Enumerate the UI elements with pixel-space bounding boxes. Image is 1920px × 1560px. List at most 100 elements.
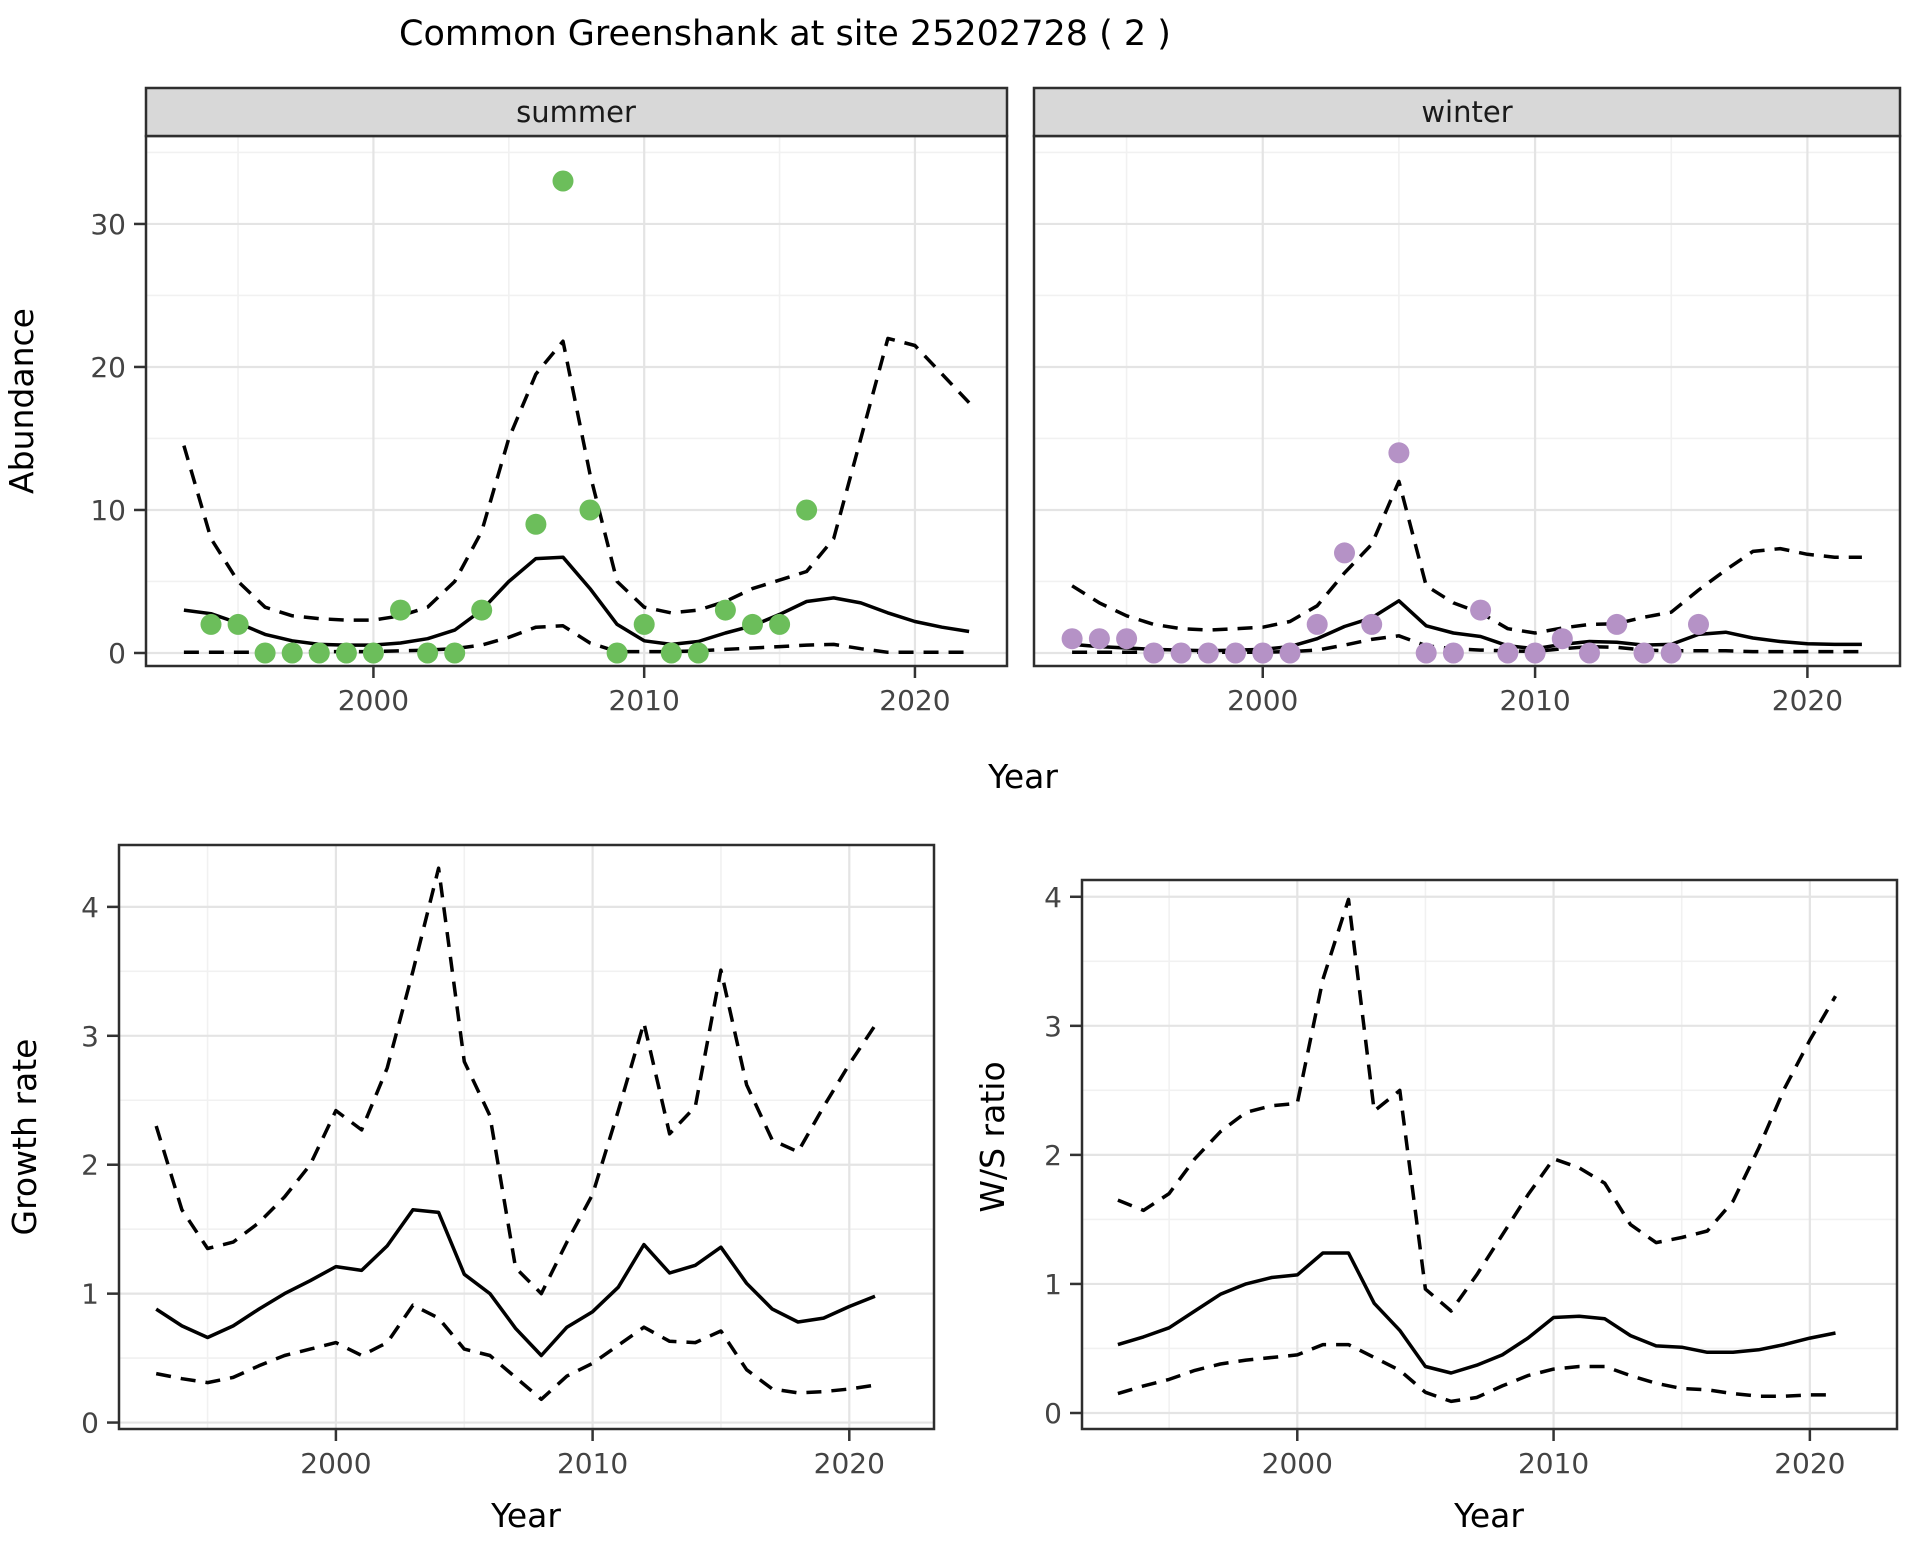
observed-point: [1442, 642, 1464, 664]
facet-strip-label-summer: summer: [516, 95, 636, 129]
y-tick-label: 2: [81, 1149, 99, 1182]
observed-point: [1497, 642, 1519, 664]
figure-title: Common Greenshank at site 25202728 ( 2 ): [399, 14, 1171, 54]
facet-strip: [1032, 86, 1902, 138]
facet-strip: [144, 86, 1009, 138]
ws-ratio-fitted-line: [1117, 1251, 1836, 1375]
y-tick-label: 30: [90, 208, 126, 241]
observed-point: [227, 613, 249, 635]
x-tick-label: 2000: [1227, 684, 1298, 717]
observed-point: [281, 642, 303, 664]
observed-point: [1579, 642, 1600, 664]
top-year-axis-title: Year: [987, 757, 1058, 796]
y-tick-label: 2: [1044, 1139, 1062, 1172]
observed-point: [1470, 599, 1492, 621]
ws-ratio-lower_95ci-line: [1117, 1342, 1836, 1404]
y-tick-label: 0: [81, 1407, 99, 1440]
y-tick-label: 0: [1044, 1397, 1062, 1430]
observed-point: [1606, 613, 1628, 635]
observed-point: [308, 642, 330, 664]
observed-point: [362, 642, 384, 664]
observed-point: [1252, 642, 1274, 664]
abundance-winter-upper_95ci-line: [1071, 479, 1862, 635]
x-tick-label: 2000: [1262, 1447, 1333, 1480]
observed-point: [1551, 628, 1573, 650]
observed-point: [1388, 442, 1410, 464]
x-tick-label: 2010: [1518, 1447, 1589, 1480]
abundance-winter-observed-points: [1061, 442, 1709, 664]
abundance-axis-title: Abundance: [2, 308, 41, 494]
observed-point: [390, 599, 411, 621]
abundance-summer-observed-points: [200, 170, 818, 664]
observed-point: [1143, 642, 1165, 664]
y-tick-label: 1: [81, 1278, 99, 1311]
observed-point: [525, 513, 547, 535]
observed-point: [200, 613, 222, 635]
facet-strip-label-winter: winter: [1421, 95, 1512, 129]
y-tick-label: 3: [81, 1020, 99, 1053]
observed-point: [1197, 642, 1219, 664]
observed-point: [687, 642, 709, 664]
observed-point: [1524, 642, 1546, 664]
observed-point: [606, 642, 628, 664]
observed-point: [471, 599, 493, 621]
gridlines: [1082, 880, 1897, 1429]
observed-point: [579, 499, 601, 521]
growth-year-axis-title: Year: [490, 1496, 561, 1535]
x-tick-label: 2000: [300, 1447, 371, 1480]
observed-point: [1660, 642, 1682, 664]
ws-year-axis-title: Year: [1453, 1496, 1524, 1535]
observed-point: [1225, 642, 1246, 664]
x-tick-label: 2010: [609, 684, 680, 717]
y-tick-label: 10: [90, 494, 126, 527]
observed-point: [1688, 613, 1709, 635]
observed-point: [1279, 642, 1301, 664]
panel-background: [119, 845, 934, 1429]
panel-background: [1034, 136, 1900, 666]
gridlines: [146, 136, 1007, 666]
x-tick-label: 2010: [557, 1447, 628, 1480]
observed-point: [1088, 628, 1110, 650]
observed-point: [444, 642, 466, 664]
observed-point: [742, 613, 763, 635]
growth-rate-upper_95ci-line: [154, 866, 877, 1296]
panel-border: [1080, 878, 1899, 1431]
y-tick-label: 4: [1044, 881, 1062, 914]
y-tick-label: 3: [1044, 1010, 1062, 1043]
observed-point: [633, 613, 655, 635]
observed-point: [1306, 613, 1328, 635]
panel-border: [117, 843, 936, 1431]
observed-point: [1415, 642, 1437, 664]
growth-rate-fitted-line: [155, 1208, 876, 1358]
observed-point: [335, 642, 357, 664]
x-tick-label: 2020: [1774, 1447, 1845, 1480]
observed-point: [796, 499, 818, 521]
ws-ratio-upper_95ci-line: [1117, 897, 1838, 1313]
observed-point: [769, 613, 791, 635]
observed-point: [1170, 642, 1192, 664]
x-tick-label: 2010: [1499, 684, 1570, 717]
y-tick-label: 20: [90, 351, 126, 384]
observed-point: [1061, 628, 1083, 650]
growth-rate-panel: 2000 2010 2020 0 1 2 3 4: [81, 843, 936, 1480]
observed-point: [660, 642, 682, 664]
observed-point: [1334, 542, 1355, 564]
x-tick-label: 2000: [338, 684, 409, 717]
abundance-summer-panel: 2000 2010 2020 0 10 20 30: [90, 86, 1009, 717]
y-tick-label: 1: [1044, 1268, 1062, 1301]
observed-point: [714, 599, 736, 621]
x-tick-label: 2020: [879, 684, 950, 717]
abundance-winter-panel: 2000 2010 2020: [1032, 86, 1902, 717]
observed-point: [1633, 642, 1655, 664]
ws-ratio-axis-title: W/S ratio: [973, 1061, 1012, 1212]
observed-point: [417, 642, 439, 664]
x-tick-label: 2020: [1772, 684, 1843, 717]
abundance-summer-upper_95ci-line: [182, 336, 971, 622]
x-tick-label: 2020: [814, 1447, 885, 1480]
gridlines: [1034, 136, 1900, 666]
observed-point: [1361, 613, 1383, 635]
growth-rate-axis-title: Growth rate: [5, 1039, 44, 1236]
